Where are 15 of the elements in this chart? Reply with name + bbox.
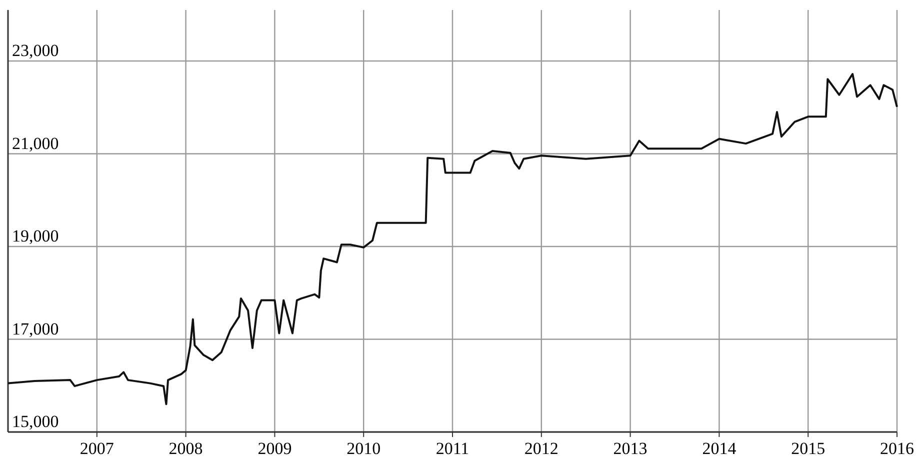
x-tick-label: 2007 xyxy=(80,439,114,458)
x-tick-label: 2014 xyxy=(702,439,737,458)
x-tick-label: 2015 xyxy=(791,439,826,458)
x-tick-label: 2016 xyxy=(880,439,914,458)
x-tick-label: 2010 xyxy=(346,439,381,458)
y-tick-label: 19,000 xyxy=(12,226,59,246)
y-tick-label: 15,000 xyxy=(12,412,59,431)
y-tick-label: 21,000 xyxy=(12,134,59,153)
y-tick-label: 17,000 xyxy=(12,319,59,338)
y-tick-label: 23,000 xyxy=(12,41,59,60)
x-tick-label: 2013 xyxy=(613,439,648,458)
x-tick-label: 2008 xyxy=(168,439,203,458)
x-tick-label: 2009 xyxy=(258,439,292,458)
x-tick-label: 2012 xyxy=(524,439,558,458)
x-tick-label: 2011 xyxy=(436,439,470,458)
